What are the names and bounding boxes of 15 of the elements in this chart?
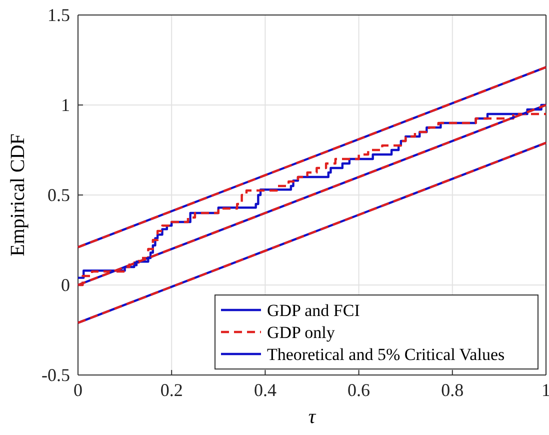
legend-label: GDP only	[267, 323, 336, 342]
y-tick-label: 0	[61, 274, 70, 295]
y-axis-title: Empirical CDF	[7, 134, 29, 256]
x-tick-label: 0	[74, 380, 82, 400]
y-tick-label: 0.5	[48, 184, 70, 205]
x-axis-title: τ	[308, 406, 316, 428]
y-tick-label: 1	[61, 94, 70, 115]
legend-label: GDP and FCI	[267, 301, 360, 320]
x-tick-label: 0.4	[254, 380, 276, 400]
x-tick-label: 0.2	[160, 380, 183, 400]
legend-label: Theoretical and 5% Critical Values	[267, 345, 505, 364]
x-tick-label: 0.6	[348, 380, 370, 400]
x-tick-label: 0.8	[441, 380, 464, 400]
y-tick-label: 1.5	[48, 4, 70, 25]
y-tick-label: -0.5	[42, 364, 70, 385]
